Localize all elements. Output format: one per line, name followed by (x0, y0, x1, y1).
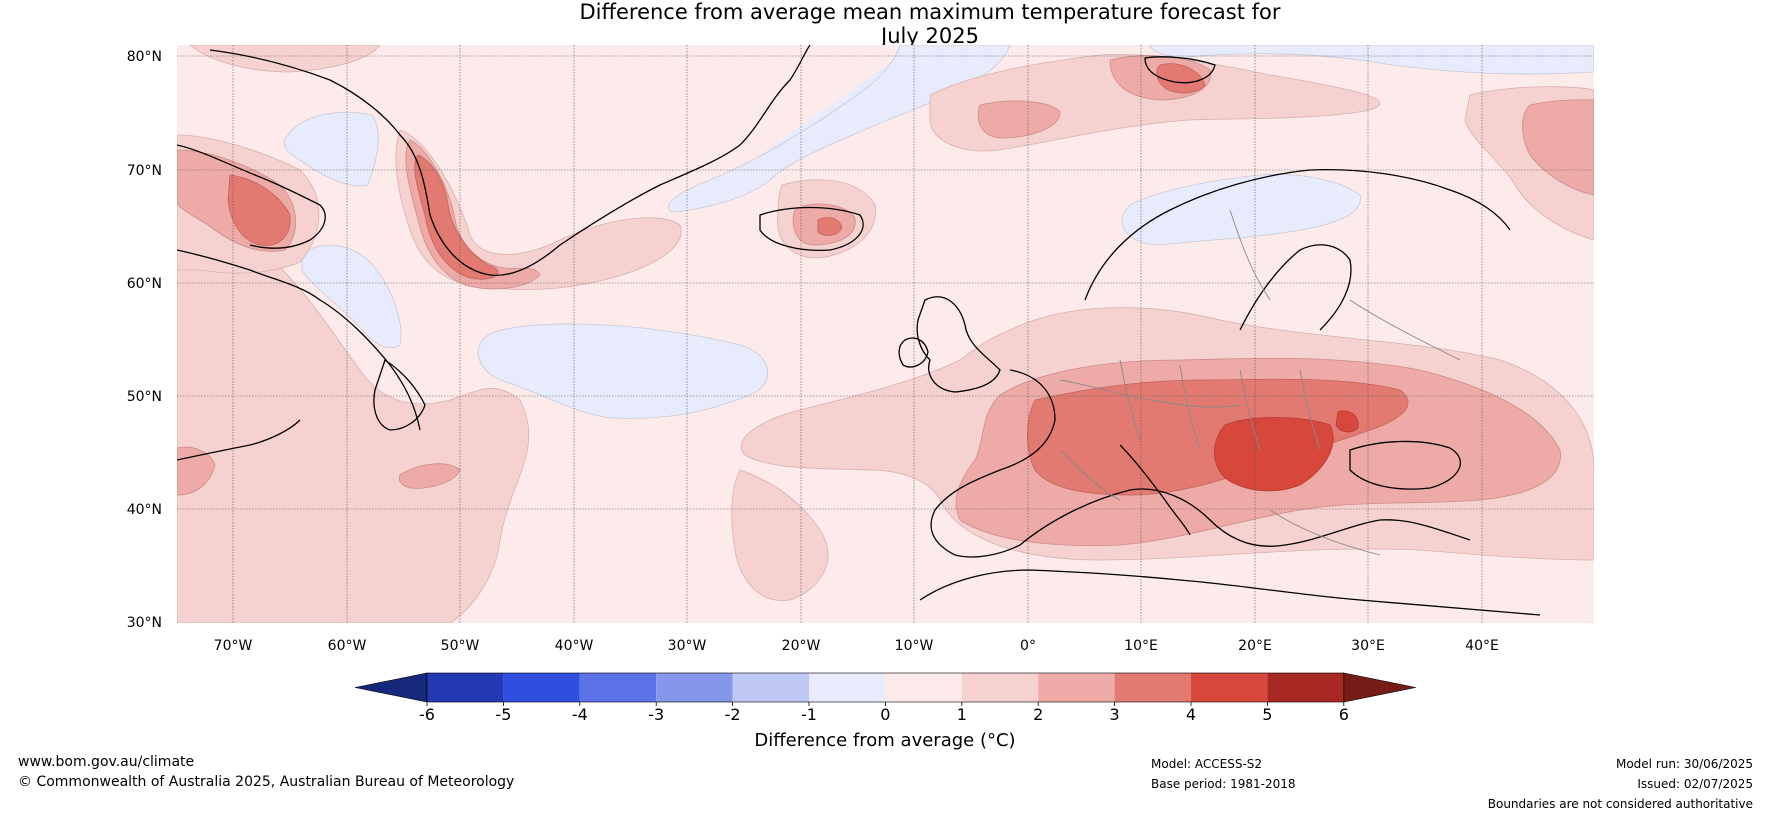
anomaly-1-2-atlantic-south (731, 469, 829, 602)
colorbar-segment (503, 673, 580, 702)
country-borders (1059, 209, 1461, 556)
colorbar-tick-label: -4 (572, 705, 588, 724)
anomaly-3-4-greenland (414, 154, 499, 280)
latitude-labels: 80°N 70°N 60°N 50°N 40°N 30°N (127, 49, 162, 631)
graticule (177, 45, 1594, 623)
lat-label: 80°N (127, 49, 162, 65)
lat-label: 30°N (127, 615, 162, 631)
coast-north-africa (919, 569, 1541, 616)
lon-label: 30°W (668, 638, 707, 654)
colorbar-tick-label: -5 (495, 705, 511, 724)
anomaly-neg-labrador (301, 244, 402, 349)
colorbar-segment (1191, 673, 1268, 702)
colorbar: -6 -5 -4 -3 -2 -1 0 1 2 3 4 5 6 (354, 672, 1416, 724)
colorbar-tick-label: -3 (648, 705, 664, 724)
colorbar-segment (427, 673, 504, 702)
coast-greenland (209, 45, 811, 276)
footer-base-period: Base period: 1981-2018 (1151, 777, 1296, 791)
colorbar-segment (579, 673, 657, 702)
footer-url: www.bom.gov.au/climate (18, 754, 195, 770)
colorbar-tick-label: 5 (1262, 705, 1272, 724)
lat-label: 40°N (127, 502, 162, 518)
colorbar-tick-label: 0 (880, 705, 890, 724)
colorbar-segment (732, 673, 809, 702)
anomaly-2-3-atlantic-small (398, 463, 461, 489)
footer-model: Model: ACCESS-S2 (1151, 757, 1263, 771)
anomaly-neg-north-atlantic (477, 323, 768, 419)
coast-baltic (1239, 244, 1352, 331)
anomaly-4-5-balkans (1214, 417, 1334, 492)
anomaly-neg-scandinavia (1121, 174, 1361, 246)
title-line-2: July 2025 (881, 24, 979, 48)
anomaly-1-2-western (177, 249, 530, 623)
anomaly-3-4-iceland (817, 217, 843, 236)
coast-black-sea (1349, 440, 1462, 490)
map-title: Difference from average mean maximum tem… (0, 0, 1770, 48)
coastlines (177, 45, 1541, 616)
lat-label: 50°N (127, 389, 162, 405)
colorbar-tick-label: -6 (419, 705, 435, 724)
title-line-1: Difference from average mean maximum tem… (579, 0, 1281, 24)
footer-model-run: Model run: 30/06/2025 (1615, 757, 1753, 771)
anomaly-4-5-moldova (1335, 410, 1359, 433)
colorbar-segment (885, 673, 962, 702)
colorbar-segment (656, 673, 733, 702)
anomaly-neg-baffin (283, 112, 379, 187)
longitude-labels: 70°W 60°W 50°W 40°W 30°W 20°W 10°W 0° 10… (214, 638, 1499, 654)
coast-mediterranean (1019, 488, 1471, 547)
coast-europe-west (930, 369, 1056, 558)
lat-label: 60°N (127, 276, 162, 292)
coast-british-isles (916, 296, 1001, 393)
footer-boundaries: Boundaries are not considered authoritat… (1487, 797, 1753, 811)
lon-label: 10°E (1124, 638, 1158, 654)
anomaly-2-3-arctic-blob (977, 100, 1061, 139)
colorbar-extend-low (354, 672, 428, 703)
lon-label: 0° (1020, 638, 1036, 654)
coast-newfoundland (373, 359, 426, 431)
lat-label: 70°N (127, 163, 162, 179)
coast-nova-scotia (177, 419, 301, 461)
lon-label: 40°W (555, 638, 594, 654)
colorbar-label: Difference from average (°C) (754, 730, 1015, 751)
lon-label: 20°W (782, 638, 821, 654)
colorbar-tick-label: -2 (725, 705, 741, 724)
footer-issued: Issued: 02/07/2025 (1637, 777, 1753, 791)
anomaly-1-2-far-north (189, 45, 381, 73)
anomaly-neg-arctic-east (1149, 45, 1594, 75)
colorbar-segment (1114, 673, 1191, 702)
anomaly-2-3-canada-east (177, 446, 216, 496)
colorbar-tick-label: 4 (1186, 705, 1196, 724)
map-field (177, 45, 1594, 623)
colorbar-tick-label: 6 (1339, 705, 1349, 724)
lon-label: 60°W (328, 638, 367, 654)
lon-label: 70°W (214, 638, 253, 654)
colorbar-tick-label: 2 (1033, 705, 1043, 724)
anomaly-2-3-east-arctic (1522, 99, 1594, 196)
colorbar-segment (1267, 673, 1344, 702)
lon-label: 30°E (1351, 638, 1385, 654)
coast-svalbard (1144, 56, 1216, 84)
colorbar-tick-label: 1 (957, 705, 967, 724)
coast-iceland (759, 206, 864, 251)
colorbar-segment (961, 673, 1039, 702)
lon-label: 10°W (895, 638, 934, 654)
coast-italy (1119, 444, 1191, 536)
colorbar-extend-high (1343, 672, 1416, 703)
coast-ireland (898, 337, 929, 368)
colorbar-segment (809, 673, 886, 702)
coast-baffin (177, 144, 326, 249)
lon-label: 20°E (1238, 638, 1272, 654)
colorbar-segment (1038, 673, 1115, 702)
anomaly-3-4-canada (227, 174, 291, 246)
footer-copyright: © Commonwealth of Australia 2025, Austra… (18, 774, 515, 790)
colorbar-tick-label: 3 (1110, 705, 1120, 724)
coast-labrador (177, 249, 421, 431)
lon-label: 40°E (1465, 638, 1499, 654)
coast-scandinavia (1084, 169, 1511, 301)
colorbar-tick-label: -1 (801, 705, 817, 724)
lon-label: 50°W (441, 638, 480, 654)
